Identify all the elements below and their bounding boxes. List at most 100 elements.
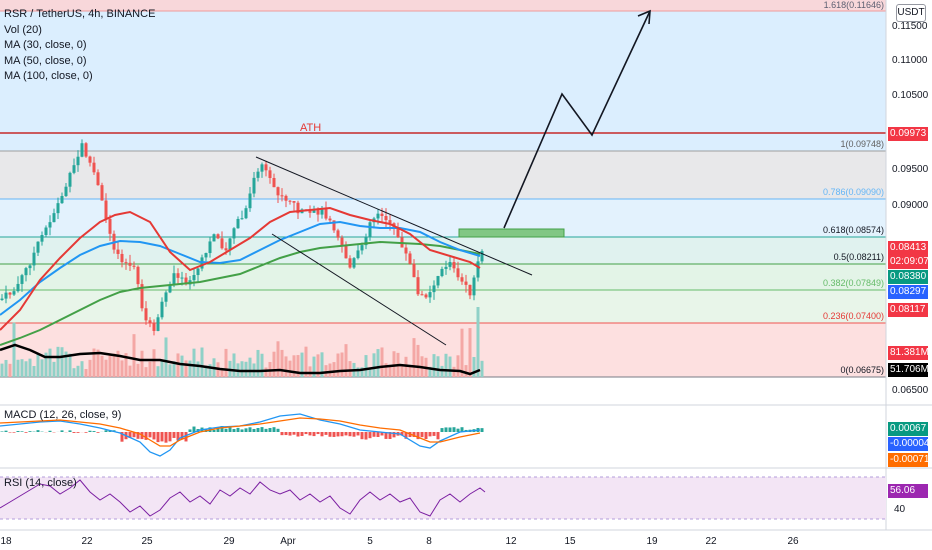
candle-body [472, 277, 476, 296]
volume-bar [164, 337, 168, 377]
candle-body [120, 253, 124, 263]
price-tick: 0.11500 [892, 21, 928, 32]
macd-histogram-bar [160, 432, 164, 442]
macd-histogram-bar [136, 432, 140, 439]
macd-histogram-bar [240, 429, 244, 432]
volume-bar [280, 349, 284, 377]
indicator-ma30[interactable]: MA (30, close, 0) [4, 39, 87, 51]
macd-histogram-bar [12, 432, 16, 433]
indicator-ma100[interactable]: MA (100, close, 0) [4, 70, 93, 82]
volume-bar [240, 361, 244, 377]
macd-histogram-bar [156, 432, 160, 443]
fib-label-618: 0.618(0.08574) [823, 225, 884, 235]
candle-body [36, 241, 40, 253]
volume-bar [356, 367, 360, 377]
volume-bar [276, 341, 280, 377]
volume-bar [428, 366, 432, 377]
candle-body [4, 292, 8, 299]
candle-body [432, 285, 436, 293]
volume-bar [288, 360, 292, 377]
candle-body [180, 277, 184, 279]
candle-body [452, 262, 456, 269]
currency-button[interactable]: USDT [896, 4, 926, 22]
price-label-ma50: 0.08297 [888, 285, 928, 299]
symbol-title[interactable]: RSR / TetherUS, 4h, BINANCE [4, 8, 156, 20]
candle-body [332, 220, 336, 231]
volume-bar [172, 361, 176, 377]
volume-bar [304, 346, 308, 377]
candle-body [220, 238, 224, 249]
volume-bar [120, 360, 124, 377]
trendline-upper[interactable] [255, 156, 533, 276]
macd-histogram-bar [128, 432, 132, 439]
rsi-value-label: 56.06 [888, 484, 928, 498]
volume-bar [384, 363, 388, 377]
volume-bar [96, 349, 100, 377]
volume-bar [208, 364, 212, 377]
volume-bar [132, 334, 136, 377]
macd-histogram-bar [328, 432, 332, 437]
fib-label-5: 0.5(0.08211) [834, 252, 884, 262]
volume-bar [296, 355, 300, 377]
price-label-ma30: 0.08117 [888, 303, 928, 317]
candle-body [480, 251, 484, 262]
price-tick: 0.09000 [892, 200, 929, 211]
macd-histogram-bar [412, 432, 416, 438]
time-tick: 26 [787, 536, 799, 547]
volume-bar [220, 368, 224, 377]
trendline-lower[interactable] [271, 233, 447, 346]
candle-body [144, 308, 148, 321]
macd-histogram-bar [236, 427, 240, 432]
candle-body [476, 261, 480, 278]
volume-bar [324, 365, 328, 377]
volume-bar [408, 366, 412, 377]
macd-histogram-bar [260, 427, 264, 432]
candle-body [176, 273, 180, 278]
time-tick: 5 [367, 536, 373, 547]
macd-histogram-bar [8, 432, 12, 433]
candle-body [340, 237, 344, 247]
volume-bar [124, 353, 128, 377]
target-zone-box[interactable] [458, 228, 565, 238]
candle-body [388, 220, 392, 224]
volume-bar [316, 354, 320, 377]
indicator-vol[interactable]: Vol (20) [4, 23, 42, 36]
chart-legend: RSR / TetherUS, 4h, BINANCE Vol (20) MA … [4, 7, 155, 85]
rsi-legend[interactable]: RSI (14, close) [4, 477, 77, 489]
macd-label-hist: 0.00067 [888, 422, 928, 436]
price-axis[interactable] [886, 0, 932, 395]
volume-bar [36, 354, 40, 377]
macd-histogram-bar [92, 431, 96, 432]
candle-body [8, 292, 12, 295]
macd-histogram-bar [364, 432, 368, 440]
volume-bar [448, 356, 452, 377]
macd-histogram-bar [132, 432, 136, 438]
volume-bar [88, 359, 92, 377]
fib-zone-382-236 [0, 290, 886, 323]
macd-legend[interactable]: MACD (12, 26, close, 9) [4, 409, 122, 421]
volume-bar [392, 351, 396, 377]
candle-body [252, 177, 256, 194]
candle-body [256, 171, 260, 178]
macd-histogram-bar [404, 432, 408, 439]
rsi-line [0, 479, 486, 517]
volume-bar [80, 361, 84, 377]
macd-histogram-bar [376, 432, 380, 437]
volume-bar [368, 367, 372, 377]
macd-histogram-bar [360, 432, 364, 440]
macd-histogram-bar [176, 432, 180, 441]
indicator-ma50[interactable]: MA (50, close, 0) [4, 54, 87, 67]
macd-histogram-bar [372, 432, 376, 437]
candle-body [424, 294, 428, 298]
macd-histogram-bar [340, 432, 344, 437]
price-label-volume: 81.381M [888, 346, 928, 360]
time-axis[interactable]: 18 22 25 29 Apr 5 8 12 15 19 22 26 [0, 536, 799, 547]
ath-label: ATH [300, 122, 321, 134]
volume-bar [460, 328, 464, 377]
macd-histogram-bar [76, 432, 80, 433]
projection-path[interactable] [503, 10, 651, 229]
volume-bar [76, 365, 80, 377]
macd-histogram-bar [212, 429, 216, 432]
macd-histogram-bar [400, 432, 404, 436]
